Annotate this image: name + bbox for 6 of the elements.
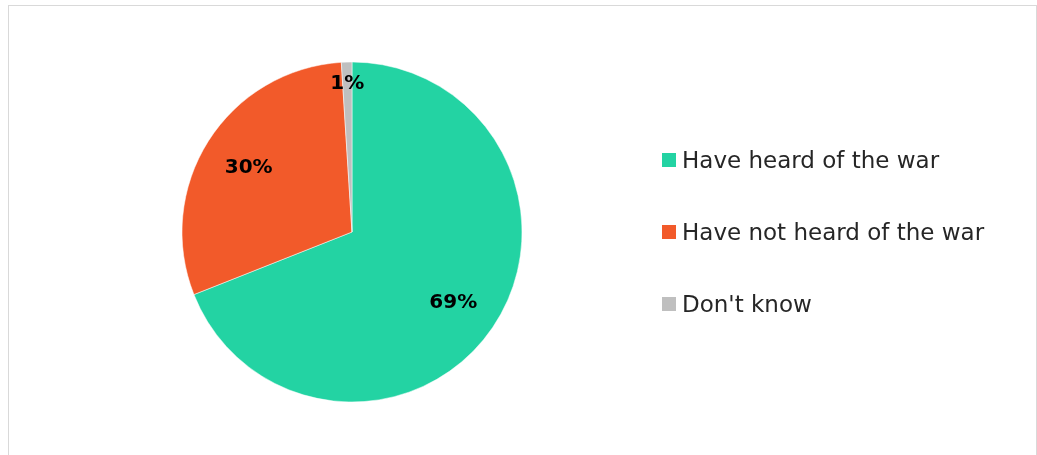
legend-label: Don't know [682,291,812,317]
data-label: 69% [429,288,478,313]
data-label: 1% [330,70,365,95]
data-label: 30% [224,154,273,179]
legend-label: Have heard of the war [682,147,940,173]
legend-label: Have not heard of the war [682,219,985,245]
